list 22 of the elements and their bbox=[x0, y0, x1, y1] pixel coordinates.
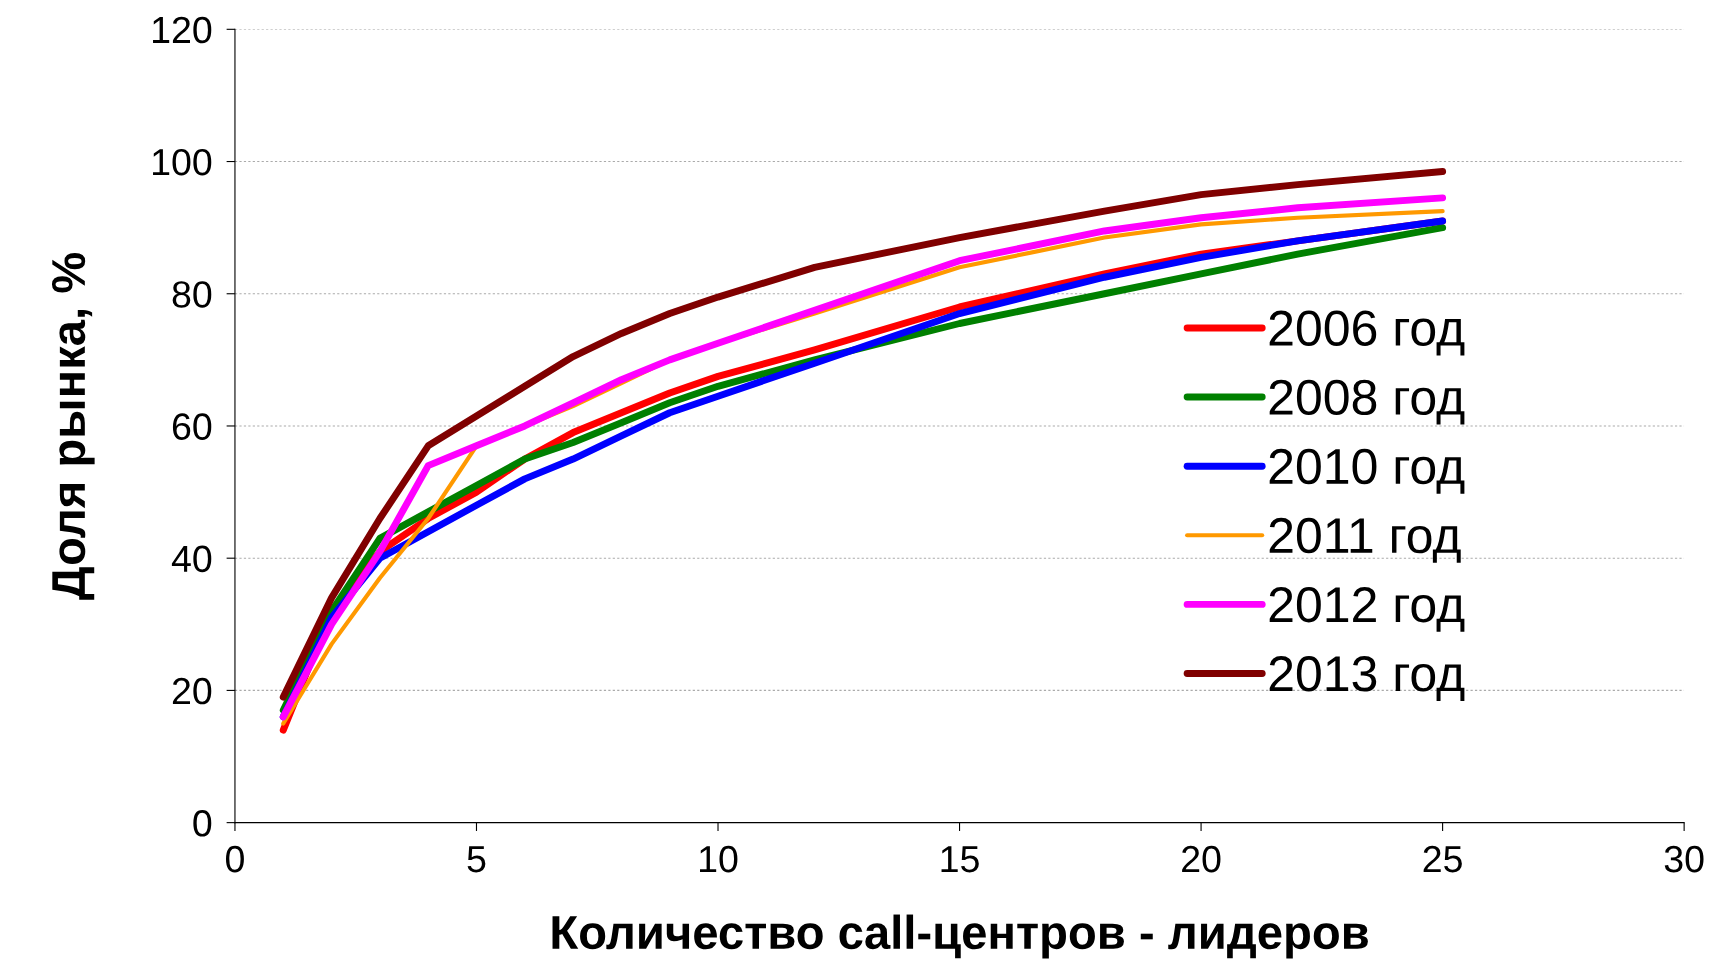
x-tick-label: 15 bbox=[941, 846, 979, 873]
legend-label: 2010 год bbox=[1269, 448, 1465, 494]
legend-label: 2011 год bbox=[1269, 517, 1461, 563]
y-tick-label: 100 bbox=[153, 148, 212, 176]
y-tick-label: 120 bbox=[153, 16, 212, 44]
y-tick-label: 20 bbox=[172, 677, 212, 705]
x-tick-label: 10 bbox=[700, 845, 738, 873]
y-tick-label: 40 bbox=[171, 545, 212, 573]
x-tick-label: 5 bbox=[467, 846, 486, 873]
y-tick-label: 0 bbox=[193, 810, 212, 837]
legend-label: 2013 год bbox=[1269, 656, 1465, 701]
y-tick-label: 60 bbox=[172, 413, 212, 440]
y-tick-label: 80 bbox=[172, 281, 212, 308]
y-axis-title: Доля рынка, % bbox=[51, 253, 95, 600]
legend-label: 2012 год bbox=[1269, 586, 1465, 632]
legend-label: 2006 год bbox=[1269, 310, 1465, 356]
x-tick-label: 30 bbox=[1664, 845, 1704, 873]
x-tick-label: 0 bbox=[225, 845, 244, 873]
x-tick-label: 25 bbox=[1423, 845, 1462, 873]
x-tick-label: 20 bbox=[1182, 845, 1221, 873]
x-axis-title: Количество call-центров - лидеров bbox=[552, 914, 1368, 959]
legend-label: 2008 год bbox=[1269, 379, 1465, 425]
